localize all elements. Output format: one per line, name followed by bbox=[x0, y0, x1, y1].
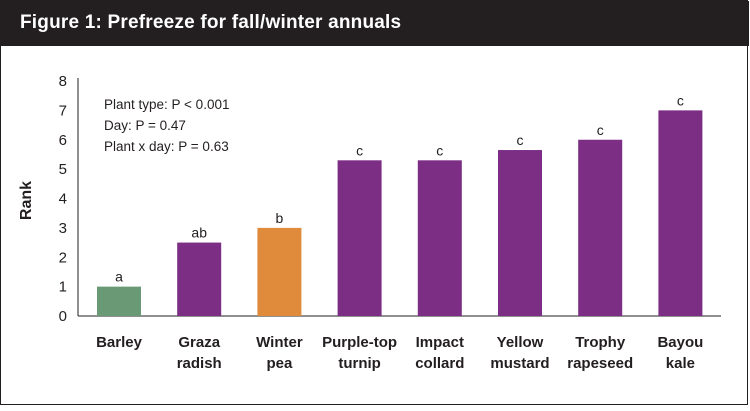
stats-annotation: Plant x day: P = 0.63 bbox=[104, 139, 229, 154]
x-tick-label: Trophy bbox=[575, 334, 626, 351]
x-tick-label: Purple-top bbox=[322, 334, 397, 351]
y-tick-label: 0 bbox=[59, 308, 67, 325]
x-tick-label: collard bbox=[415, 355, 464, 372]
x-tick-label: Impact bbox=[416, 334, 464, 351]
y-tick-label: 6 bbox=[59, 132, 67, 149]
x-tick-label: pea bbox=[266, 355, 293, 372]
x-tick-label: turnip bbox=[338, 355, 381, 372]
figure-title-bar: Figure 1: Prefreeze for fall/winter annu… bbox=[1, 1, 749, 46]
bar-significance-label: c bbox=[677, 92, 684, 108]
bar-chart: 0 1 2 3 4 5 6 7 8 Rank a Barley ab Graza radish b Winter… bbox=[18, 73, 721, 372]
bar-significance-label: c bbox=[597, 122, 604, 138]
y-tick-label: 2 bbox=[59, 249, 67, 266]
x-tick-label: Graza bbox=[178, 334, 220, 351]
bar bbox=[658, 110, 703, 316]
bar bbox=[97, 286, 141, 316]
figure-title: Figure 1: Prefreeze for fall/winter annu… bbox=[20, 12, 402, 33]
bar bbox=[417, 160, 462, 316]
bar-significance-label: a bbox=[115, 269, 123, 285]
bar bbox=[337, 160, 382, 316]
bar-significance-label: c bbox=[436, 142, 443, 158]
bar-significance-label: c bbox=[356, 142, 363, 158]
y-tick-label: 7 bbox=[59, 102, 67, 119]
y-tick-label: 1 bbox=[59, 279, 67, 296]
x-tick-label: rapeseed bbox=[567, 355, 633, 372]
bar bbox=[498, 150, 542, 316]
x-tick-label: radish bbox=[177, 355, 222, 372]
x-tick-label: Bayou bbox=[657, 334, 703, 351]
x-tick-label: Barley bbox=[96, 334, 143, 351]
bar bbox=[257, 227, 302, 316]
x-tick-label: mustard bbox=[490, 355, 549, 372]
y-tick-label: 5 bbox=[59, 161, 67, 178]
y-tick-label: 4 bbox=[59, 191, 67, 208]
bar bbox=[177, 242, 222, 316]
bar bbox=[578, 139, 623, 316]
chart-area: 0 1 2 3 4 5 6 7 8 Rank a Barley ab Graza radish b Winter… bbox=[1, 46, 749, 406]
stats-annotation: Day: P = 0.47 bbox=[104, 118, 186, 133]
x-tick-label: kale bbox=[666, 355, 695, 372]
bar-significance-label: ab bbox=[191, 225, 207, 241]
y-tick-label: 3 bbox=[59, 220, 67, 237]
stats-annotation: Plant type: P < 0.001 bbox=[104, 97, 229, 112]
bar-significance-label: c bbox=[517, 132, 524, 148]
x-tick-label: Winter bbox=[256, 334, 303, 351]
y-axis-title: Rank bbox=[18, 181, 35, 220]
y-tick-label: 8 bbox=[59, 73, 67, 90]
x-tick-label: Yellow bbox=[497, 334, 544, 351]
bar-significance-label: b bbox=[276, 210, 284, 226]
